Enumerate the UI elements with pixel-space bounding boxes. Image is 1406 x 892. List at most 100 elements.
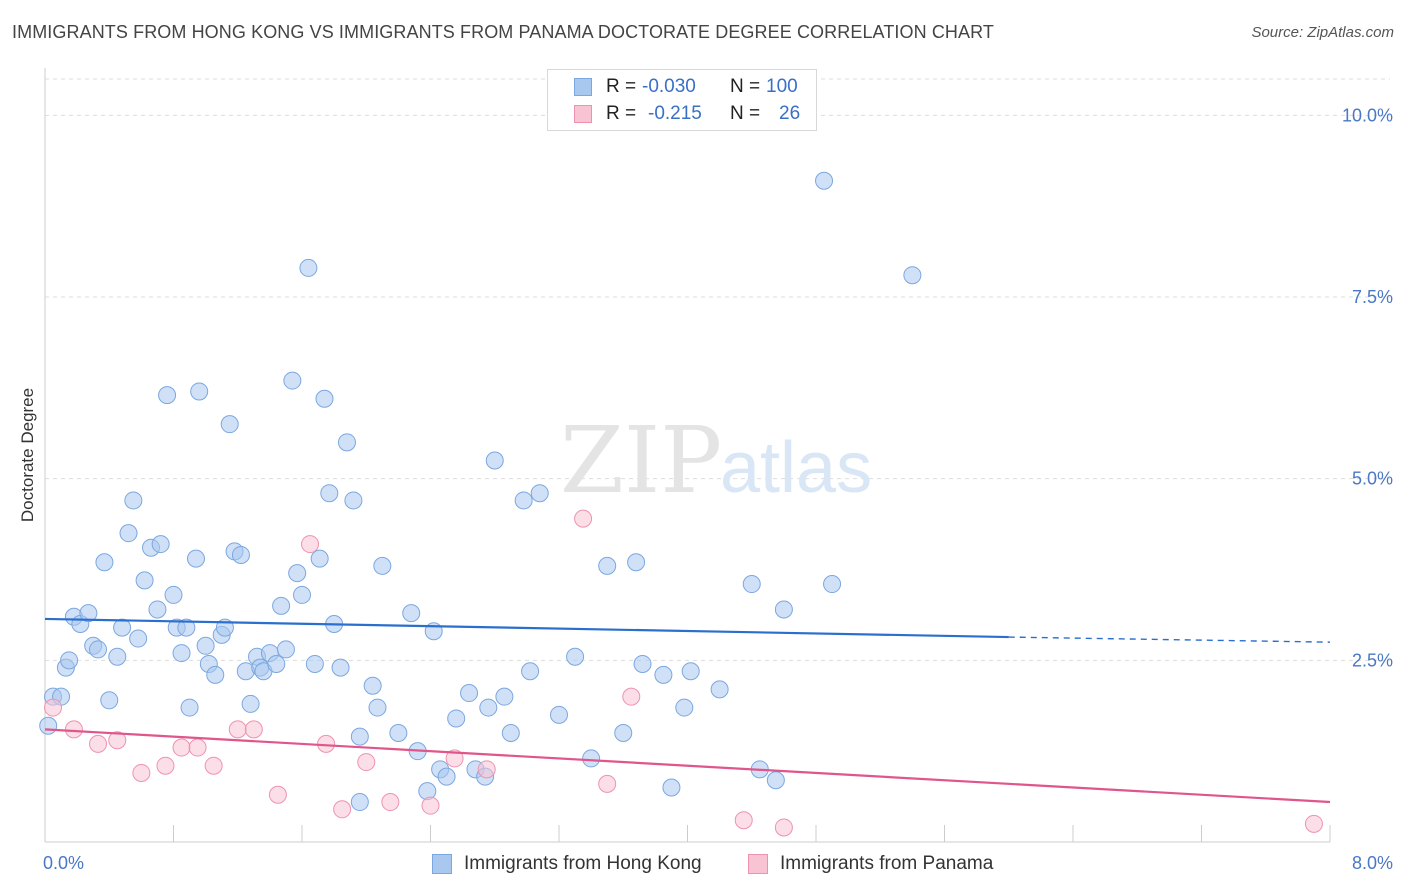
point-panama	[734, 811, 753, 830]
point-hong-kong	[320, 484, 339, 503]
point-hong-kong	[310, 549, 329, 568]
point-hong-kong	[288, 564, 307, 583]
legend-swatch-panama	[574, 105, 592, 123]
point-hong-kong	[521, 662, 540, 681]
legend-swatch-hong-kong	[574, 78, 592, 96]
point-hong-kong	[495, 687, 514, 706]
point-hong-kong	[180, 698, 199, 717]
point-hong-kong	[108, 647, 127, 666]
point-hong-kong	[100, 691, 119, 710]
point-hong-kong	[582, 749, 601, 768]
trend-line-hong-kong	[44, 617, 1009, 639]
point-hong-kong	[823, 575, 842, 594]
point-hong-kong	[196, 636, 215, 655]
point-hong-kong	[95, 553, 114, 572]
point-hong-kong	[418, 782, 437, 801]
point-hong-kong	[437, 767, 456, 786]
grid-lines	[45, 78, 1390, 661]
point-hong-kong	[129, 629, 148, 648]
point-hong-kong	[231, 545, 250, 564]
point-hong-kong	[39, 716, 58, 735]
point-panama	[44, 698, 63, 717]
point-hong-kong	[627, 553, 646, 572]
point-panama	[622, 687, 641, 706]
point-hong-kong	[305, 654, 324, 673]
point-hong-kong	[89, 640, 108, 659]
point-hong-kong	[774, 600, 793, 619]
point-hong-kong	[368, 698, 387, 717]
x-tick-label: 8.0%	[1352, 853, 1393, 873]
bottom-legend-swatch-hong-kong	[432, 854, 452, 874]
point-hong-kong	[479, 698, 498, 717]
point-panama	[132, 763, 151, 782]
point-hong-kong	[331, 658, 350, 677]
point-hong-kong	[119, 524, 138, 543]
trend-line-hong-kong-extension	[1008, 636, 1331, 643]
point-hong-kong	[710, 680, 729, 699]
trend-line-panama	[44, 728, 1331, 804]
point-panama	[172, 738, 191, 757]
point-hong-kong	[190, 382, 209, 401]
point-hong-kong	[315, 389, 334, 408]
point-hong-kong	[501, 724, 520, 742]
legend-r-value: -0.030	[642, 76, 696, 97]
point-hong-kong	[135, 571, 154, 590]
point-panama	[381, 793, 400, 812]
point-panama	[204, 756, 223, 775]
point-panama	[228, 720, 247, 739]
y-tick-label: 5.0%	[1352, 469, 1393, 489]
axes	[44, 68, 1331, 843]
point-hong-kong	[272, 596, 291, 615]
point-panama	[108, 731, 127, 750]
point-hong-kong	[172, 644, 191, 663]
watermark-zip: ZIP	[560, 407, 722, 514]
point-hong-kong	[598, 556, 617, 575]
point-panama	[1304, 814, 1323, 833]
point-hong-kong	[903, 266, 922, 285]
point-panama	[357, 753, 376, 772]
point-hong-kong	[460, 684, 479, 703]
point-hong-kong	[815, 171, 834, 190]
point-panama	[64, 720, 83, 739]
point-hong-kong	[350, 727, 369, 746]
correlation-legend: R = -0.030 N = 100 R = -0.215 N = 26	[547, 69, 817, 131]
watermark-atlas: atlas	[720, 428, 872, 508]
point-panama	[477, 760, 496, 779]
point-hong-kong	[766, 771, 785, 790]
point-hong-kong	[276, 640, 295, 659]
point-panama	[301, 535, 320, 554]
point-hong-kong	[530, 484, 549, 503]
legend-n-label: N =	[730, 103, 761, 124]
point-hong-kong	[344, 491, 363, 510]
point-hong-kong	[220, 415, 239, 434]
source-label: Source: ZipAtlas.com	[1251, 24, 1394, 41]
point-panama	[445, 749, 464, 768]
point-hong-kong	[186, 549, 205, 568]
point-hong-kong	[373, 556, 392, 575]
legend-row-panama: R = -0.215 N = 26	[548, 101, 816, 127]
point-hong-kong	[151, 535, 170, 554]
x-tick-label: 0.0%	[43, 853, 84, 873]
point-hong-kong	[148, 600, 167, 619]
point-hong-kong	[566, 647, 585, 666]
point-hong-kong	[675, 698, 694, 717]
point-hong-kong	[662, 778, 681, 797]
point-panama	[156, 756, 175, 775]
point-panama	[89, 734, 108, 753]
point-hong-kong	[293, 585, 311, 604]
point-hong-kong	[283, 371, 302, 390]
y-tick-label: 7.5%	[1352, 287, 1393, 307]
trend-lines	[44, 617, 1331, 804]
point-hong-kong	[742, 575, 761, 594]
point-hong-kong	[79, 604, 98, 623]
legend-r-label: R =	[606, 103, 637, 124]
point-hong-kong	[614, 724, 633, 742]
tick-labels: 2.5% 5.0% 7.5% 10.0% 0.0% 8.0%	[43, 105, 1393, 873]
chart-title: IMMIGRANTS FROM HONG KONG VS IMMIGRANTS …	[12, 22, 994, 42]
point-hong-kong	[164, 585, 183, 604]
point-panama	[774, 818, 793, 837]
y-axis-label: Doctorate Degree	[18, 388, 37, 522]
point-hong-kong	[124, 491, 143, 510]
point-hong-kong	[447, 709, 466, 728]
point-panama	[268, 785, 287, 804]
